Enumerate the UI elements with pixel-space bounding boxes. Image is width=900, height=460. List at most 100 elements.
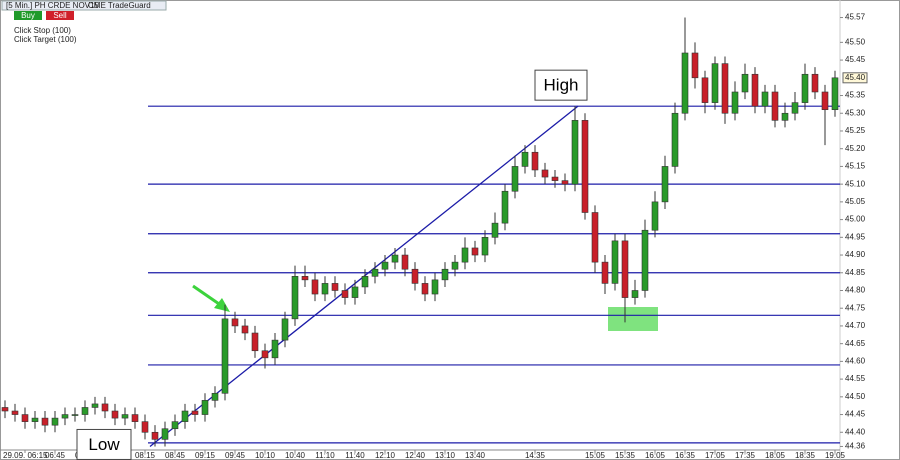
candle-body (741, 73, 749, 93)
y-tick-label: 44.65 (845, 339, 866, 348)
instrument-title: [5 Min.] PH CRDE NOV15 (6, 1, 99, 10)
candle-body (61, 414, 69, 419)
candle-body (711, 63, 719, 103)
x-tick-label: 13:40 (465, 451, 486, 460)
candle-body (221, 318, 229, 394)
candle-body (331, 283, 339, 291)
click-stop[interactable]: Click Stop (100) (14, 26, 71, 35)
x-tick-label: 10:10 (255, 451, 276, 460)
candle-body (591, 212, 599, 263)
annotation-label: High (544, 76, 579, 95)
candle-body (201, 400, 209, 415)
candle-body (541, 169, 549, 178)
candle-body (101, 403, 109, 412)
y-tick-label: 44.55 (845, 374, 866, 383)
candle-body (771, 91, 779, 121)
y-tick-label: 44.90 (845, 250, 866, 259)
candle-body (501, 190, 509, 224)
candle-body (491, 222, 499, 238)
x-tick-label: 09:45 (225, 451, 246, 460)
x-tick-label: 29.09. 06:15 (3, 451, 48, 460)
candle-body (671, 112, 679, 167)
x-tick-label: 19:05 (825, 451, 846, 460)
annotation-label: Low (88, 435, 120, 454)
candle-body (521, 151, 529, 167)
candle-body (111, 410, 119, 419)
candle-body (751, 73, 759, 107)
candle-body (561, 180, 569, 185)
y-tick-label: 44.45 (845, 410, 866, 419)
y-tick-label: 45.45 (845, 55, 866, 64)
candle-body (451, 261, 459, 270)
x-tick-label: 16:05 (645, 451, 666, 460)
x-tick-label: 13:10 (435, 451, 456, 460)
candle-body (781, 112, 789, 121)
candle-body (381, 261, 389, 270)
candle-body (791, 102, 799, 114)
candle-body (241, 325, 249, 334)
x-tick-label: 06:45 (45, 451, 66, 460)
candle-body (511, 166, 519, 192)
arrow (192, 284, 230, 312)
candle-body (191, 410, 199, 415)
candle-body (421, 283, 429, 295)
candle-body (121, 414, 129, 419)
sell-label[interactable]: Sell (53, 11, 67, 20)
candle-body (291, 276, 299, 320)
click-target[interactable]: Click Target (100) (14, 35, 77, 44)
sell-button[interactable] (46, 11, 74, 20)
candle-body (461, 247, 469, 263)
candle-body (611, 240, 619, 284)
y-tick-label: 45.57 (845, 13, 866, 22)
candle-body (411, 268, 419, 284)
candle-body (131, 414, 139, 422)
candle-body (281, 318, 289, 341)
candle-body (21, 414, 29, 422)
y-tick-label: 45.15 (845, 162, 866, 171)
candle-body (91, 403, 99, 408)
candle-body (141, 421, 149, 433)
buy-label[interactable]: Buy (21, 11, 35, 20)
candle-body (81, 407, 89, 415)
x-tick-label: 15:05 (585, 451, 606, 460)
candle-body (271, 339, 279, 359)
y-tick-label: 45.00 (845, 215, 866, 224)
y-tick-label: 44.75 (845, 303, 866, 312)
candle-body (681, 52, 689, 114)
buy-button[interactable] (14, 11, 42, 20)
candle-body (341, 290, 349, 298)
y-tick-label: 44.70 (845, 321, 866, 330)
y-tick-label: 44.95 (845, 232, 866, 241)
x-tick-label: 18:35 (795, 451, 816, 460)
x-tick-label: 16:35 (675, 451, 696, 460)
toolbar (1, 0, 167, 11)
candle-body (71, 414, 79, 416)
x-tick-label: 17:35 (735, 451, 756, 460)
candle-body (761, 91, 769, 107)
x-tick-label: 08:45 (165, 451, 186, 460)
y-tick-label: 45.20 (845, 144, 866, 153)
x-tick-label: 14:35 (525, 451, 546, 460)
y-tick-label: 45.05 (845, 197, 866, 206)
highlight-zone (608, 307, 658, 331)
candle-body (251, 332, 259, 352)
x-tick-label: 12:10 (375, 451, 396, 460)
candle-body (301, 276, 309, 281)
candle-body (801, 73, 809, 103)
candle-body (51, 417, 59, 426)
candle-body (431, 279, 439, 295)
candle-body (701, 77, 709, 103)
candle-body (831, 77, 839, 111)
candle-body (401, 254, 409, 270)
candle-body (731, 91, 739, 114)
candle-body (481, 237, 489, 256)
candle-body (231, 318, 239, 327)
y-tick-label: 45.25 (845, 126, 866, 135)
candle-body (41, 417, 49, 426)
candle-body (581, 120, 589, 213)
last-price-label: 45.40 (845, 73, 866, 82)
account: CME TradeGuard (88, 1, 151, 10)
x-tick-label: 18:05 (765, 451, 786, 460)
